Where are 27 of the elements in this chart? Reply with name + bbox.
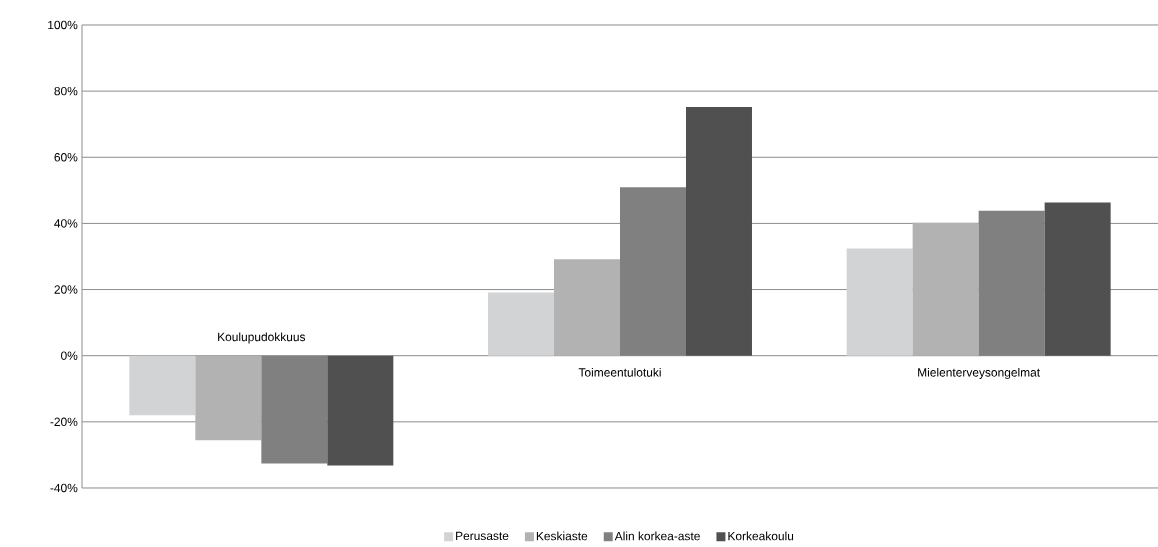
y-tick-label: 40% — [54, 219, 78, 228]
bar — [978, 210, 1045, 356]
y-tick-label: 100% — [48, 20, 78, 30]
bar — [129, 355, 196, 416]
y-tick-label: 0% — [61, 351, 78, 360]
y-tick-label: -20% — [50, 417, 78, 427]
y-tick-label: 60% — [54, 153, 78, 162]
bar — [912, 222, 979, 356]
bar — [685, 107, 752, 356]
legend-label: Korkeakoulu — [728, 531, 794, 541]
y-tick-label: 80% — [54, 86, 78, 96]
bar — [1044, 202, 1111, 356]
y-tick-label: 20% — [54, 285, 78, 294]
bar — [620, 187, 686, 356]
bar — [261, 355, 328, 464]
bar — [327, 355, 394, 466]
legend-label: Keskiaste — [536, 531, 588, 541]
x-tick-label: Mielenterveysongelmat — [918, 367, 1041, 380]
x-tick-label: Toimeentulotuki — [578, 367, 661, 377]
legend-label: Alin korkea-aste — [614, 531, 700, 541]
y-tick-label: -40% — [50, 483, 78, 493]
bar — [846, 248, 913, 356]
bar — [488, 292, 554, 356]
bar — [195, 355, 262, 441]
legend-label: Perusaste — [456, 531, 509, 541]
x-tick-label: Koulupudokkuus — [218, 332, 306, 344]
bar — [554, 259, 620, 356]
